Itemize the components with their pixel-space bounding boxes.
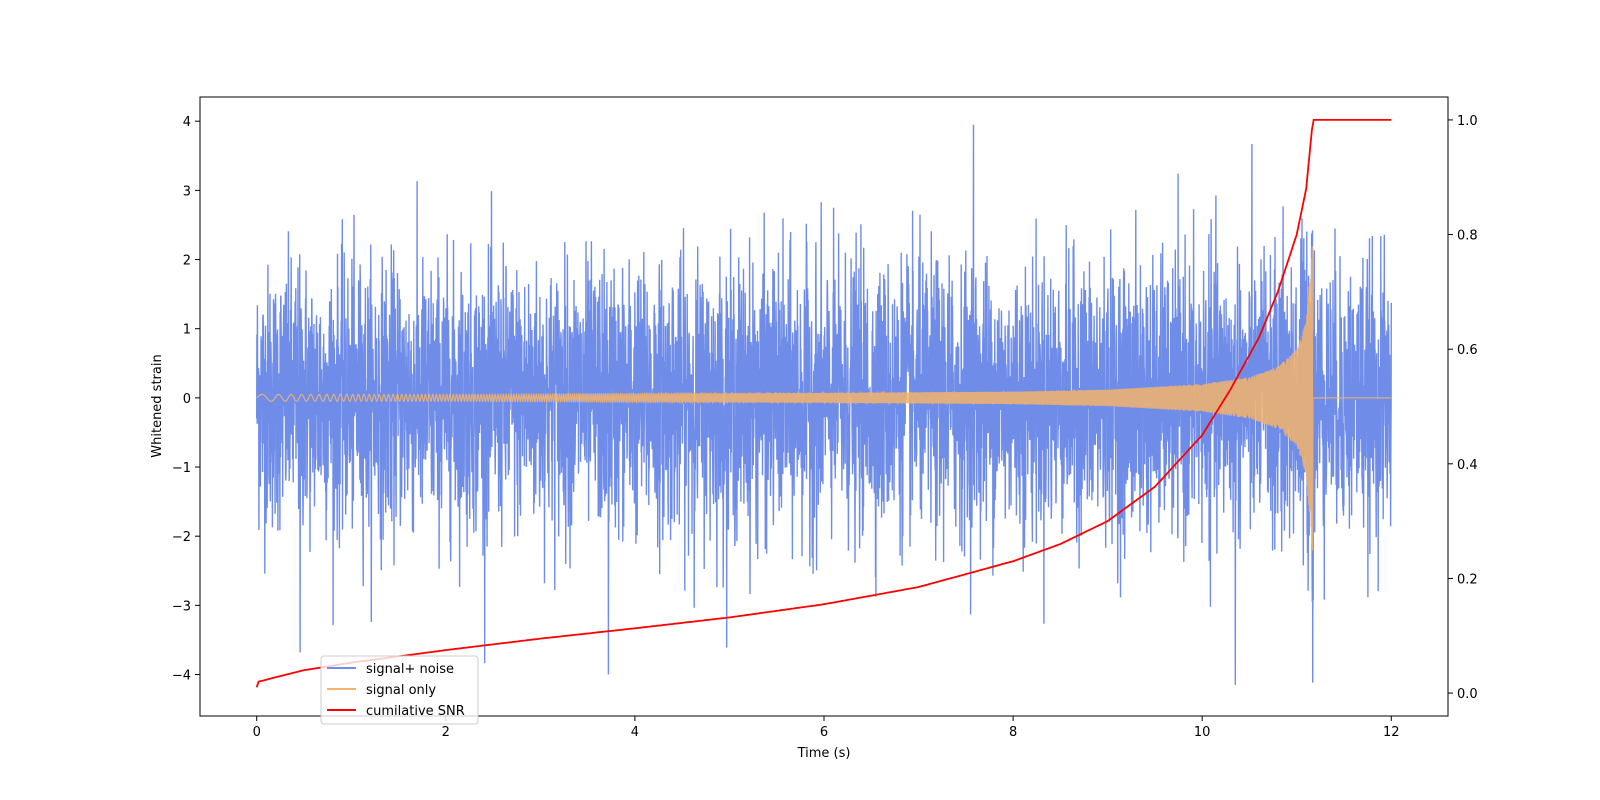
x-tick-label: 4: [631, 725, 639, 740]
y-tick-label: 3: [183, 184, 191, 199]
legend-label-signal-only: signal only: [366, 683, 436, 698]
y-tick-label: 1: [183, 323, 191, 338]
legend: signal+ noise signal only cumilative SNR: [320, 655, 479, 725]
y-tick-label: −3: [172, 599, 191, 614]
x-tick-label: 6: [820, 725, 828, 740]
x-tick-label: 2: [442, 725, 450, 740]
legend-box: [320, 655, 479, 725]
y-tick-label: 4: [183, 115, 191, 130]
series-signal-only-line: [256, 246, 1392, 551]
series-cumulative-snr-line: [255, 119, 1392, 688]
y2-tick-label: 1.0: [1457, 114, 1478, 129]
y2-tick-label: 0.2: [1457, 572, 1478, 587]
y2-tick-label: 0.6: [1457, 343, 1478, 358]
plot-area: [255, 119, 1392, 688]
x-tick-label: 10: [1194, 725, 1211, 740]
x-tick-label: 12: [1383, 725, 1400, 740]
legend-label-signal-noise: signal+ noise: [366, 662, 454, 677]
y-tick-label: 0: [183, 392, 191, 407]
y-tick-label: −4: [172, 669, 191, 684]
y2-tick-label: 0.0: [1457, 687, 1478, 702]
x-tick-label: 0: [253, 725, 261, 740]
y-tick-label: −1: [172, 461, 191, 476]
y-tick-label: 2: [183, 254, 191, 269]
y2-tick-label: 0.8: [1457, 229, 1478, 244]
x-axis-label: Time (s): [797, 746, 851, 761]
y-axis-label: Whitened strain: [150, 354, 165, 457]
x-tick-label: 8: [1009, 725, 1017, 740]
legend-label-cumulative-snr: cumilative SNR: [366, 704, 465, 719]
y-tick-label: −2: [172, 530, 191, 545]
y2-tick-label: 0.4: [1457, 458, 1478, 473]
